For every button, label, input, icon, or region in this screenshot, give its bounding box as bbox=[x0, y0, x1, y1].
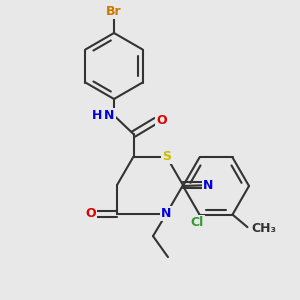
Text: S: S bbox=[162, 150, 171, 163]
Text: N: N bbox=[203, 178, 214, 192]
Text: CH₃: CH₃ bbox=[251, 222, 276, 235]
Text: N: N bbox=[161, 207, 172, 220]
Text: Br: Br bbox=[106, 4, 122, 18]
Text: O: O bbox=[85, 207, 96, 220]
Text: N: N bbox=[104, 109, 115, 122]
Text: Cl: Cl bbox=[190, 217, 204, 230]
Text: O: O bbox=[156, 114, 167, 127]
Text: H: H bbox=[92, 109, 103, 122]
